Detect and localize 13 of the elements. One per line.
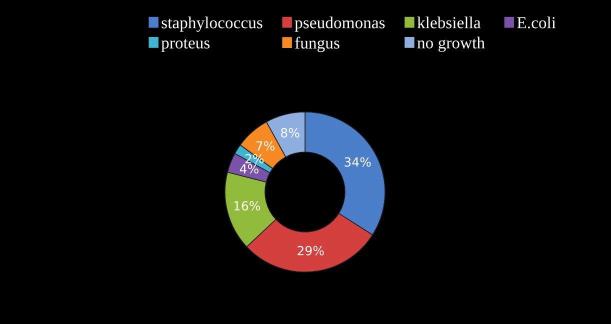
legend-label: fungus	[295, 36, 340, 52]
legend-label: E.coli	[517, 16, 556, 28]
legend-label: proteus	[161, 38, 210, 52]
legend-label: staphylococcus	[162, 16, 262, 32]
data-label: 16%	[234, 201, 260, 211]
data-label: 29%	[298, 246, 324, 256]
legend-label: pseudomonas	[294, 16, 385, 32]
data-label: 8%	[281, 128, 300, 138]
data-label: 4%	[240, 164, 258, 174]
legend-label: no growth	[417, 36, 485, 52]
data-label: 34%	[344, 157, 371, 167]
legend-label: klebsiella	[417, 16, 481, 28]
data-label: 7%	[256, 141, 275, 151]
